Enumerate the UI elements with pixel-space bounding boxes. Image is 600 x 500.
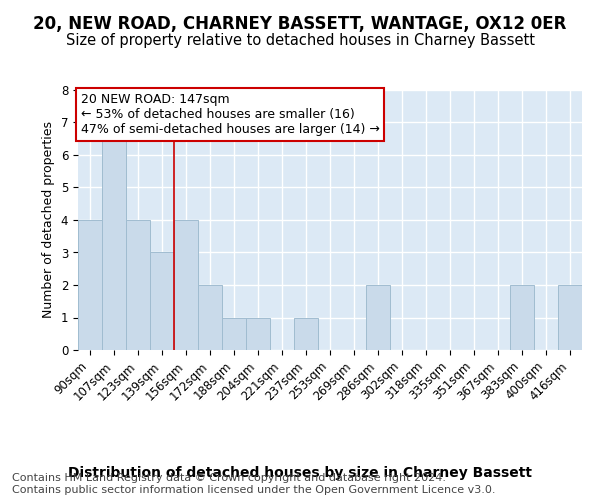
Bar <box>150 252 174 350</box>
Bar <box>510 285 534 350</box>
Y-axis label: Number of detached properties: Number of detached properties <box>42 122 55 318</box>
Bar <box>246 318 270 350</box>
Text: Contains HM Land Registry data © Crown copyright and database right 2024.
Contai: Contains HM Land Registry data © Crown c… <box>12 474 496 495</box>
Bar <box>294 318 318 350</box>
Text: Size of property relative to detached houses in Charney Bassett: Size of property relative to detached ho… <box>65 32 535 48</box>
Bar <box>222 318 246 350</box>
Bar <box>366 285 390 350</box>
Bar <box>126 220 150 350</box>
Bar <box>174 220 198 350</box>
Bar <box>558 285 582 350</box>
Text: 20 NEW ROAD: 147sqm
← 53% of detached houses are smaller (16)
47% of semi-detach: 20 NEW ROAD: 147sqm ← 53% of detached ho… <box>80 92 379 136</box>
Bar <box>198 285 222 350</box>
Bar <box>102 122 126 350</box>
Text: Distribution of detached houses by size in Charney Bassett: Distribution of detached houses by size … <box>68 466 532 480</box>
Bar <box>78 220 102 350</box>
Text: 20, NEW ROAD, CHARNEY BASSETT, WANTAGE, OX12 0ER: 20, NEW ROAD, CHARNEY BASSETT, WANTAGE, … <box>34 15 566 33</box>
